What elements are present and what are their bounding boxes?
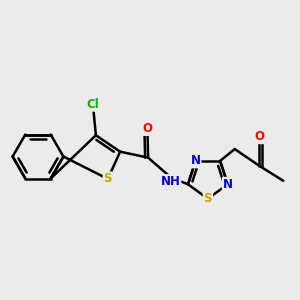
Text: Cl: Cl xyxy=(86,98,99,111)
Text: S: S xyxy=(204,192,212,205)
Text: N: N xyxy=(223,178,233,191)
Text: O: O xyxy=(142,122,152,135)
Text: NH: NH xyxy=(160,175,181,188)
Text: S: S xyxy=(103,172,112,185)
Text: O: O xyxy=(254,130,264,143)
Text: N: N xyxy=(190,154,201,167)
